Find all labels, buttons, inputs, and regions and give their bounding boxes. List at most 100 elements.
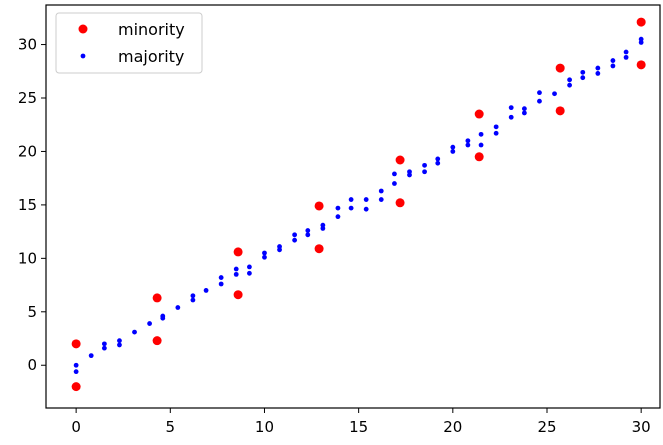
- majority-point: [422, 169, 427, 175]
- majority-point: [348, 197, 354, 202]
- majority-point: [610, 58, 616, 63]
- majority-point: [407, 172, 412, 178]
- minority-point: [555, 106, 565, 116]
- legend-box: [55, 12, 203, 74]
- x-tick-label: 0: [71, 418, 81, 436]
- y-tick-label: 25: [18, 89, 37, 107]
- majority-point: [580, 69, 586, 75]
- x-tick-label: 30: [632, 418, 651, 436]
- majority-point: [422, 162, 427, 168]
- majority-point: [218, 281, 224, 287]
- minority-point: [233, 290, 243, 300]
- majority-point: [392, 171, 397, 177]
- x-tick-label: 5: [166, 418, 176, 436]
- majority-point: [435, 160, 441, 166]
- majority-point: [247, 264, 252, 270]
- majority-point: [363, 197, 369, 202]
- majority-point: [147, 321, 152, 326]
- y-tick-label: 15: [18, 196, 37, 214]
- x-tick-label: 25: [537, 418, 556, 436]
- majority-point: [262, 254, 267, 260]
- majority-point: [478, 142, 484, 148]
- x-tick-label: 10: [255, 418, 274, 436]
- legend: minority majority: [55, 12, 203, 74]
- minority-point: [636, 17, 646, 27]
- majority-point: [392, 181, 397, 186]
- x-tick-label: 20: [443, 418, 462, 436]
- majority-point: [450, 149, 456, 154]
- majority-point: [73, 369, 79, 375]
- majority-point: [623, 54, 629, 60]
- majority-point: [465, 138, 471, 144]
- majority-point: [537, 98, 542, 104]
- minority-point: [474, 109, 484, 119]
- majority-point: [508, 114, 514, 120]
- minority-point: [555, 63, 565, 73]
- majority-point: [190, 293, 196, 299]
- majority-point: [465, 142, 471, 148]
- majority-point: [567, 77, 572, 83]
- majority-point: [348, 205, 354, 211]
- legend-label-minority: minority: [118, 20, 185, 39]
- majority-point: [117, 342, 122, 348]
- y-tick-label: 10: [18, 249, 37, 267]
- majority-point: [175, 305, 181, 310]
- majority-point: [335, 205, 341, 211]
- minority-point: [71, 382, 81, 392]
- majority-point: [190, 297, 196, 303]
- y-tick-label: 20: [18, 142, 37, 160]
- majority-point: [101, 345, 107, 351]
- minority-point: [152, 293, 162, 303]
- majority-point: [595, 65, 601, 71]
- y-tick-label: 30: [18, 36, 37, 54]
- majority-point: [218, 275, 224, 280]
- majority-point: [292, 237, 298, 243]
- minority-point: [233, 247, 243, 257]
- x-tick-label: 15: [349, 418, 368, 436]
- majority-point: [493, 124, 499, 130]
- majority-point: [305, 232, 311, 238]
- majority-point: [132, 329, 137, 335]
- majority-point: [277, 247, 282, 253]
- majority-point: [450, 144, 456, 150]
- majority-point: [521, 110, 527, 116]
- majority-point: [73, 362, 79, 368]
- majority-point: [478, 131, 484, 137]
- data-points: [71, 17, 646, 392]
- majority-point: [567, 82, 572, 88]
- majority-point: [203, 288, 209, 293]
- majority-point: [623, 49, 629, 55]
- legend-marker-majority: [80, 53, 86, 59]
- majority-point: [247, 270, 252, 276]
- minority-point: [314, 244, 324, 254]
- minority-point: [474, 152, 484, 162]
- majority-point: [305, 228, 311, 233]
- majority-point: [233, 266, 239, 272]
- minority-point: [636, 60, 646, 70]
- majority-point: [638, 40, 644, 45]
- majority-point: [378, 188, 384, 194]
- majority-point: [521, 106, 527, 112]
- majority-point: [580, 75, 586, 81]
- majority-point: [493, 130, 499, 136]
- majority-point: [160, 315, 166, 321]
- majority-point: [233, 271, 239, 277]
- majority-point: [610, 63, 616, 69]
- minority-point: [71, 339, 81, 349]
- majority-point: [101, 341, 107, 347]
- majority-point: [292, 232, 298, 238]
- minority-point: [395, 155, 405, 165]
- y-tick-label: 0: [27, 356, 37, 374]
- legend-marker-minority: [78, 24, 88, 34]
- y-tick-label: 5: [27, 303, 37, 321]
- majority-point: [363, 206, 369, 212]
- majority-point: [117, 338, 122, 344]
- majority-point: [537, 90, 542, 96]
- majority-point: [595, 71, 601, 76]
- majority-point: [335, 214, 341, 220]
- minority-point: [395, 198, 405, 208]
- majority-point: [552, 91, 557, 97]
- majority-point: [320, 226, 326, 231]
- minority-point: [314, 201, 324, 211]
